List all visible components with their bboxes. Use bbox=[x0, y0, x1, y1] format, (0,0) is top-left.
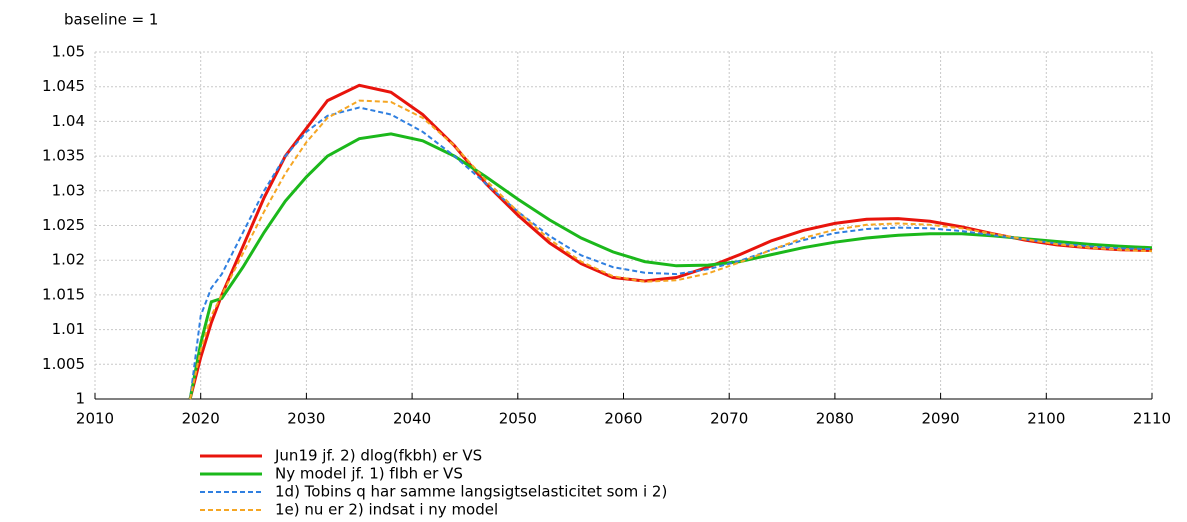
x-tick-label: 2030 bbox=[287, 410, 325, 428]
y-tick-label: 1 bbox=[75, 390, 85, 408]
series-line bbox=[188, 132, 1153, 400]
y-tick-label: 1.01 bbox=[52, 320, 85, 338]
x-tick-label: 2060 bbox=[604, 410, 642, 428]
y-tick-label: 1.05 bbox=[52, 43, 85, 61]
y-tick-label: 1.005 bbox=[42, 355, 85, 373]
x-tick-label: 2040 bbox=[393, 410, 431, 428]
series-line bbox=[189, 99, 1153, 400]
x-tick-label: 2020 bbox=[182, 410, 220, 428]
x-tick-label: 2080 bbox=[816, 410, 854, 428]
y-tick-label: 1.015 bbox=[42, 285, 85, 303]
legend-label: 1e) nu er 2) indsat i ny model bbox=[275, 501, 498, 519]
y-tick-label: 1.035 bbox=[42, 147, 85, 165]
x-tick-label: 2110 bbox=[1133, 410, 1171, 428]
x-tick-label: 2050 bbox=[499, 410, 537, 428]
legend-label: Ny model jf. 1) fIbh er VS bbox=[275, 465, 463, 483]
x-tick-label: 2010 bbox=[76, 410, 114, 428]
y-tick-label: 1.03 bbox=[52, 181, 85, 199]
y-tick-label: 1.02 bbox=[52, 251, 85, 269]
chart-subtitle: baseline = 1 bbox=[64, 11, 158, 29]
series-line bbox=[188, 83, 1153, 400]
legend-label: Jun19 jf. 2) dlog(fkbh) er VS bbox=[274, 447, 482, 465]
x-tick-label: 2070 bbox=[710, 410, 748, 428]
y-tick-label: 1.04 bbox=[52, 112, 85, 130]
x-tick-label: 2100 bbox=[1027, 410, 1065, 428]
x-tick-label: 2090 bbox=[922, 410, 960, 428]
y-tick-label: 1.045 bbox=[42, 77, 85, 95]
series-line bbox=[189, 106, 1153, 400]
legend-label: 1d) Tobins q har samme langsigtselastici… bbox=[275, 483, 667, 501]
y-tick-label: 1.025 bbox=[42, 216, 85, 234]
